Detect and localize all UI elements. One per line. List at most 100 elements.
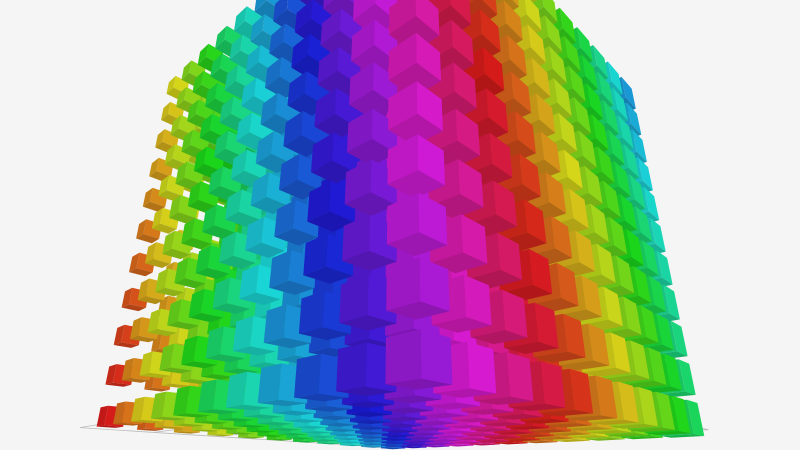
cube-face bbox=[359, 443, 387, 446]
cube-face bbox=[452, 417, 499, 423]
cube-face bbox=[602, 374, 650, 383]
cube-face bbox=[506, 425, 550, 430]
cube-face bbox=[219, 231, 237, 263]
cube-face bbox=[515, 434, 554, 438]
cube-face bbox=[320, 8, 341, 46]
cube-face bbox=[278, 433, 308, 436]
cube-face bbox=[159, 343, 175, 371]
cube-face bbox=[142, 187, 153, 207]
cube-face bbox=[317, 70, 360, 99]
cube-face bbox=[503, 0, 523, 40]
cube-face bbox=[211, 427, 243, 430]
cube-face bbox=[105, 382, 132, 387]
cube-face bbox=[597, 146, 615, 183]
cube-face bbox=[603, 286, 623, 327]
cube-face bbox=[568, 435, 609, 439]
cube-face bbox=[195, 267, 230, 280]
cube-face bbox=[402, 444, 430, 446]
cube-face bbox=[175, 161, 188, 184]
cube-face bbox=[181, 237, 212, 250]
cube-face bbox=[406, 437, 439, 440]
cube-face bbox=[381, 445, 408, 447]
cube-face bbox=[181, 335, 198, 365]
cube-face bbox=[236, 112, 252, 142]
cube-face bbox=[212, 277, 231, 309]
cube-face bbox=[207, 434, 233, 437]
cube-face bbox=[672, 395, 691, 434]
cube-face bbox=[355, 431, 389, 435]
cube-face bbox=[628, 427, 675, 432]
cube-face bbox=[356, 436, 388, 439]
cube-face bbox=[578, 130, 597, 168]
cube-face bbox=[150, 416, 186, 421]
cube-face bbox=[131, 396, 145, 422]
cube-face bbox=[174, 278, 206, 289]
cube-face bbox=[408, 432, 444, 436]
cube-face bbox=[121, 287, 133, 308]
cube-face bbox=[257, 434, 285, 437]
cube-face bbox=[129, 317, 142, 340]
cube-face bbox=[174, 257, 189, 284]
cube-face bbox=[568, 65, 586, 102]
cube-face bbox=[113, 422, 142, 426]
cube-face bbox=[325, 428, 360, 432]
cube-face bbox=[241, 77, 257, 106]
cube-face bbox=[507, 34, 527, 76]
cube-face bbox=[614, 161, 631, 197]
cube-face bbox=[449, 441, 481, 444]
cube-face bbox=[250, 14, 265, 42]
cube-face bbox=[484, 436, 521, 439]
cube-face bbox=[294, 0, 313, 33]
cube-face bbox=[219, 96, 234, 123]
cube-face bbox=[330, 433, 362, 437]
cube-face bbox=[650, 217, 666, 252]
cube-face bbox=[187, 181, 202, 207]
cube-face bbox=[155, 268, 168, 292]
cube-face bbox=[233, 424, 267, 428]
cube-face bbox=[229, 34, 243, 60]
cube-face bbox=[137, 296, 164, 305]
cube-face bbox=[626, 102, 642, 135]
cube-face bbox=[609, 216, 628, 255]
cube-face bbox=[656, 391, 675, 430]
cube-face bbox=[225, 189, 242, 220]
cube-face bbox=[455, 437, 490, 441]
cube-face bbox=[158, 175, 170, 196]
cube-face bbox=[129, 268, 153, 277]
cube-face bbox=[494, 442, 528, 445]
cube-face bbox=[559, 360, 610, 371]
cube-face bbox=[219, 255, 256, 270]
cube-face bbox=[155, 129, 165, 148]
cube-face bbox=[621, 76, 636, 109]
cube-face bbox=[96, 425, 124, 428]
cube-face bbox=[275, 92, 299, 125]
cube-face bbox=[273, 0, 288, 21]
cube-face bbox=[656, 313, 674, 350]
cube-face bbox=[301, 110, 326, 147]
cube-face bbox=[584, 165, 603, 204]
cube-face bbox=[121, 304, 146, 312]
cube-face bbox=[317, 442, 343, 445]
cube-face bbox=[648, 347, 667, 385]
cube-face bbox=[620, 194, 637, 230]
cube-face bbox=[382, 423, 422, 428]
cube-face bbox=[504, 438, 540, 442]
cube-face bbox=[383, 416, 427, 422]
cube-face bbox=[358, 440, 387, 443]
cube-face bbox=[136, 234, 160, 244]
cube-face bbox=[195, 245, 212, 274]
cube-face bbox=[202, 225, 235, 239]
cube-face bbox=[250, 172, 269, 206]
cube-face bbox=[480, 9, 501, 52]
cube-face bbox=[361, 446, 386, 448]
cube-face bbox=[164, 144, 176, 165]
cube-face bbox=[300, 431, 333, 434]
cube-face bbox=[255, 131, 274, 164]
cube-face bbox=[257, 421, 293, 426]
cube-face bbox=[544, 15, 562, 52]
cube-face bbox=[215, 25, 227, 49]
cube-face bbox=[340, 444, 365, 447]
cube-face bbox=[626, 229, 644, 266]
